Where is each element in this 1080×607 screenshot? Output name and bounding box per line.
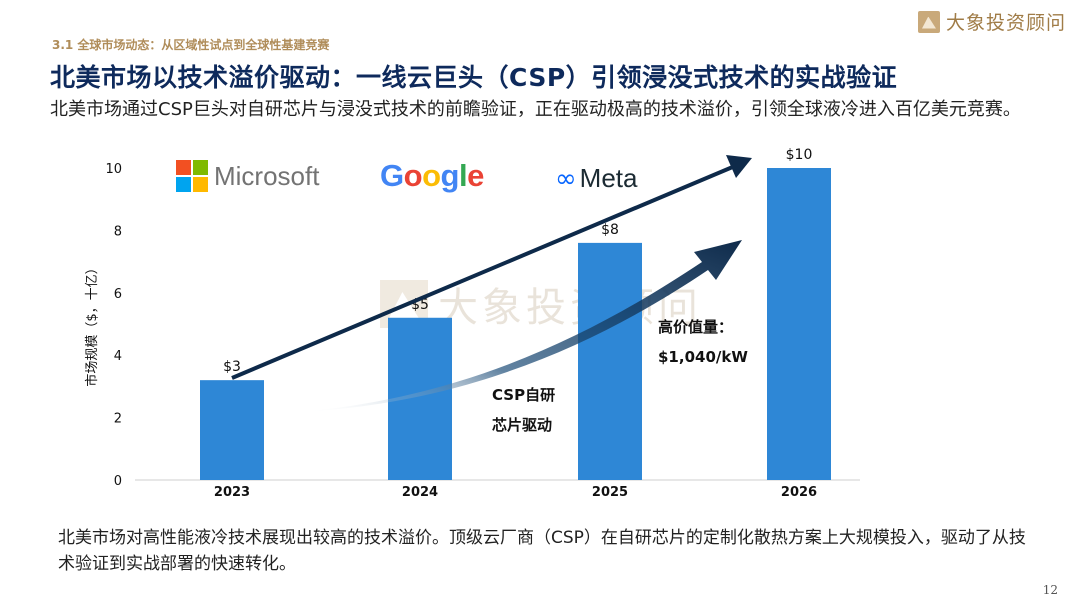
footer-note: 北美市场对高性能液冷技术展现出较高的技术溢价。顶级云厂商（CSP）在自研芯片的定… [58, 528, 1026, 574]
meta-text: Meta [579, 163, 638, 193]
microsoft-square-3 [193, 177, 208, 192]
premium-value: $1,040/kW [658, 348, 748, 366]
google-letter: o [422, 158, 441, 193]
section-label: 3.1 全球市场动态：从区域性试点到全球性基建竞赛 [52, 38, 330, 52]
csp-annotation: CSP自研 芯片驱动 [492, 380, 555, 440]
bar-2023 [200, 380, 264, 480]
logo-text: 大象投资顾问 [945, 12, 1066, 34]
microsoft-square-2 [176, 177, 191, 192]
y-axis-label: 市场规模（$，十亿） [84, 261, 100, 386]
page-subtitle: 北美市场通过CSP巨头对自研芯片与浸没式技术的前瞻验证，正在驱动极高的技术溢价，… [50, 99, 1021, 120]
company-logo: 大象投资顾问 [917, 8, 1066, 35]
google-letter: G [380, 158, 404, 193]
logo-mark-icon [917, 10, 940, 33]
microsoft-squares-icon [176, 160, 208, 192]
y-tick-label: 8 [114, 224, 122, 239]
x-tick-label: 2024 [402, 485, 438, 500]
google-letter: o [403, 158, 423, 193]
premium-annotation: 高价值量： $1,040/kW [658, 312, 748, 372]
google-logo: Google [380, 158, 484, 194]
csp-line-2: 芯片驱动 [492, 416, 553, 434]
google-letter: l [458, 158, 468, 193]
meta-logo: ∞ Meta [555, 163, 637, 194]
meta-infinity-icon: ∞ [555, 163, 577, 194]
y-tick-label: 4 [114, 349, 122, 364]
microsoft-text: Microsoft [214, 160, 320, 191]
bar-value-label: $8 [601, 222, 619, 238]
google-letter: e [467, 158, 484, 193]
y-tick-label: 2 [114, 412, 122, 427]
microsoft-square-0 [176, 160, 191, 175]
microsoft-square-1 [193, 160, 208, 175]
premium-label: 高价值量： [658, 318, 734, 336]
x-tick-label: 2025 [592, 485, 628, 500]
x-tick-label: 2023 [214, 485, 250, 500]
microsoft-logo: Microsoft [176, 160, 319, 192]
csp-line-1: CSP自研 [492, 386, 556, 404]
bar-value-label: $3 [223, 359, 241, 375]
google-text: Google [380, 158, 484, 194]
bar-2025 [578, 242, 642, 480]
bar-value-label: $10 [786, 147, 813, 163]
y-tick-label: 6 [114, 287, 122, 302]
growth-trend-arrow [231, 155, 752, 380]
y-tick-label: 10 [105, 162, 122, 177]
bar-2026 [767, 168, 831, 480]
page-number: 12 [1042, 583, 1058, 597]
page-title: 北美市场以技术溢价驱动：一线云巨头（CSP）引领浸没式技术的实战验证 [50, 63, 898, 92]
x-tick-label: 2026 [781, 485, 817, 500]
y-tick-label: 0 [114, 474, 122, 489]
google-letter: g [440, 158, 460, 193]
